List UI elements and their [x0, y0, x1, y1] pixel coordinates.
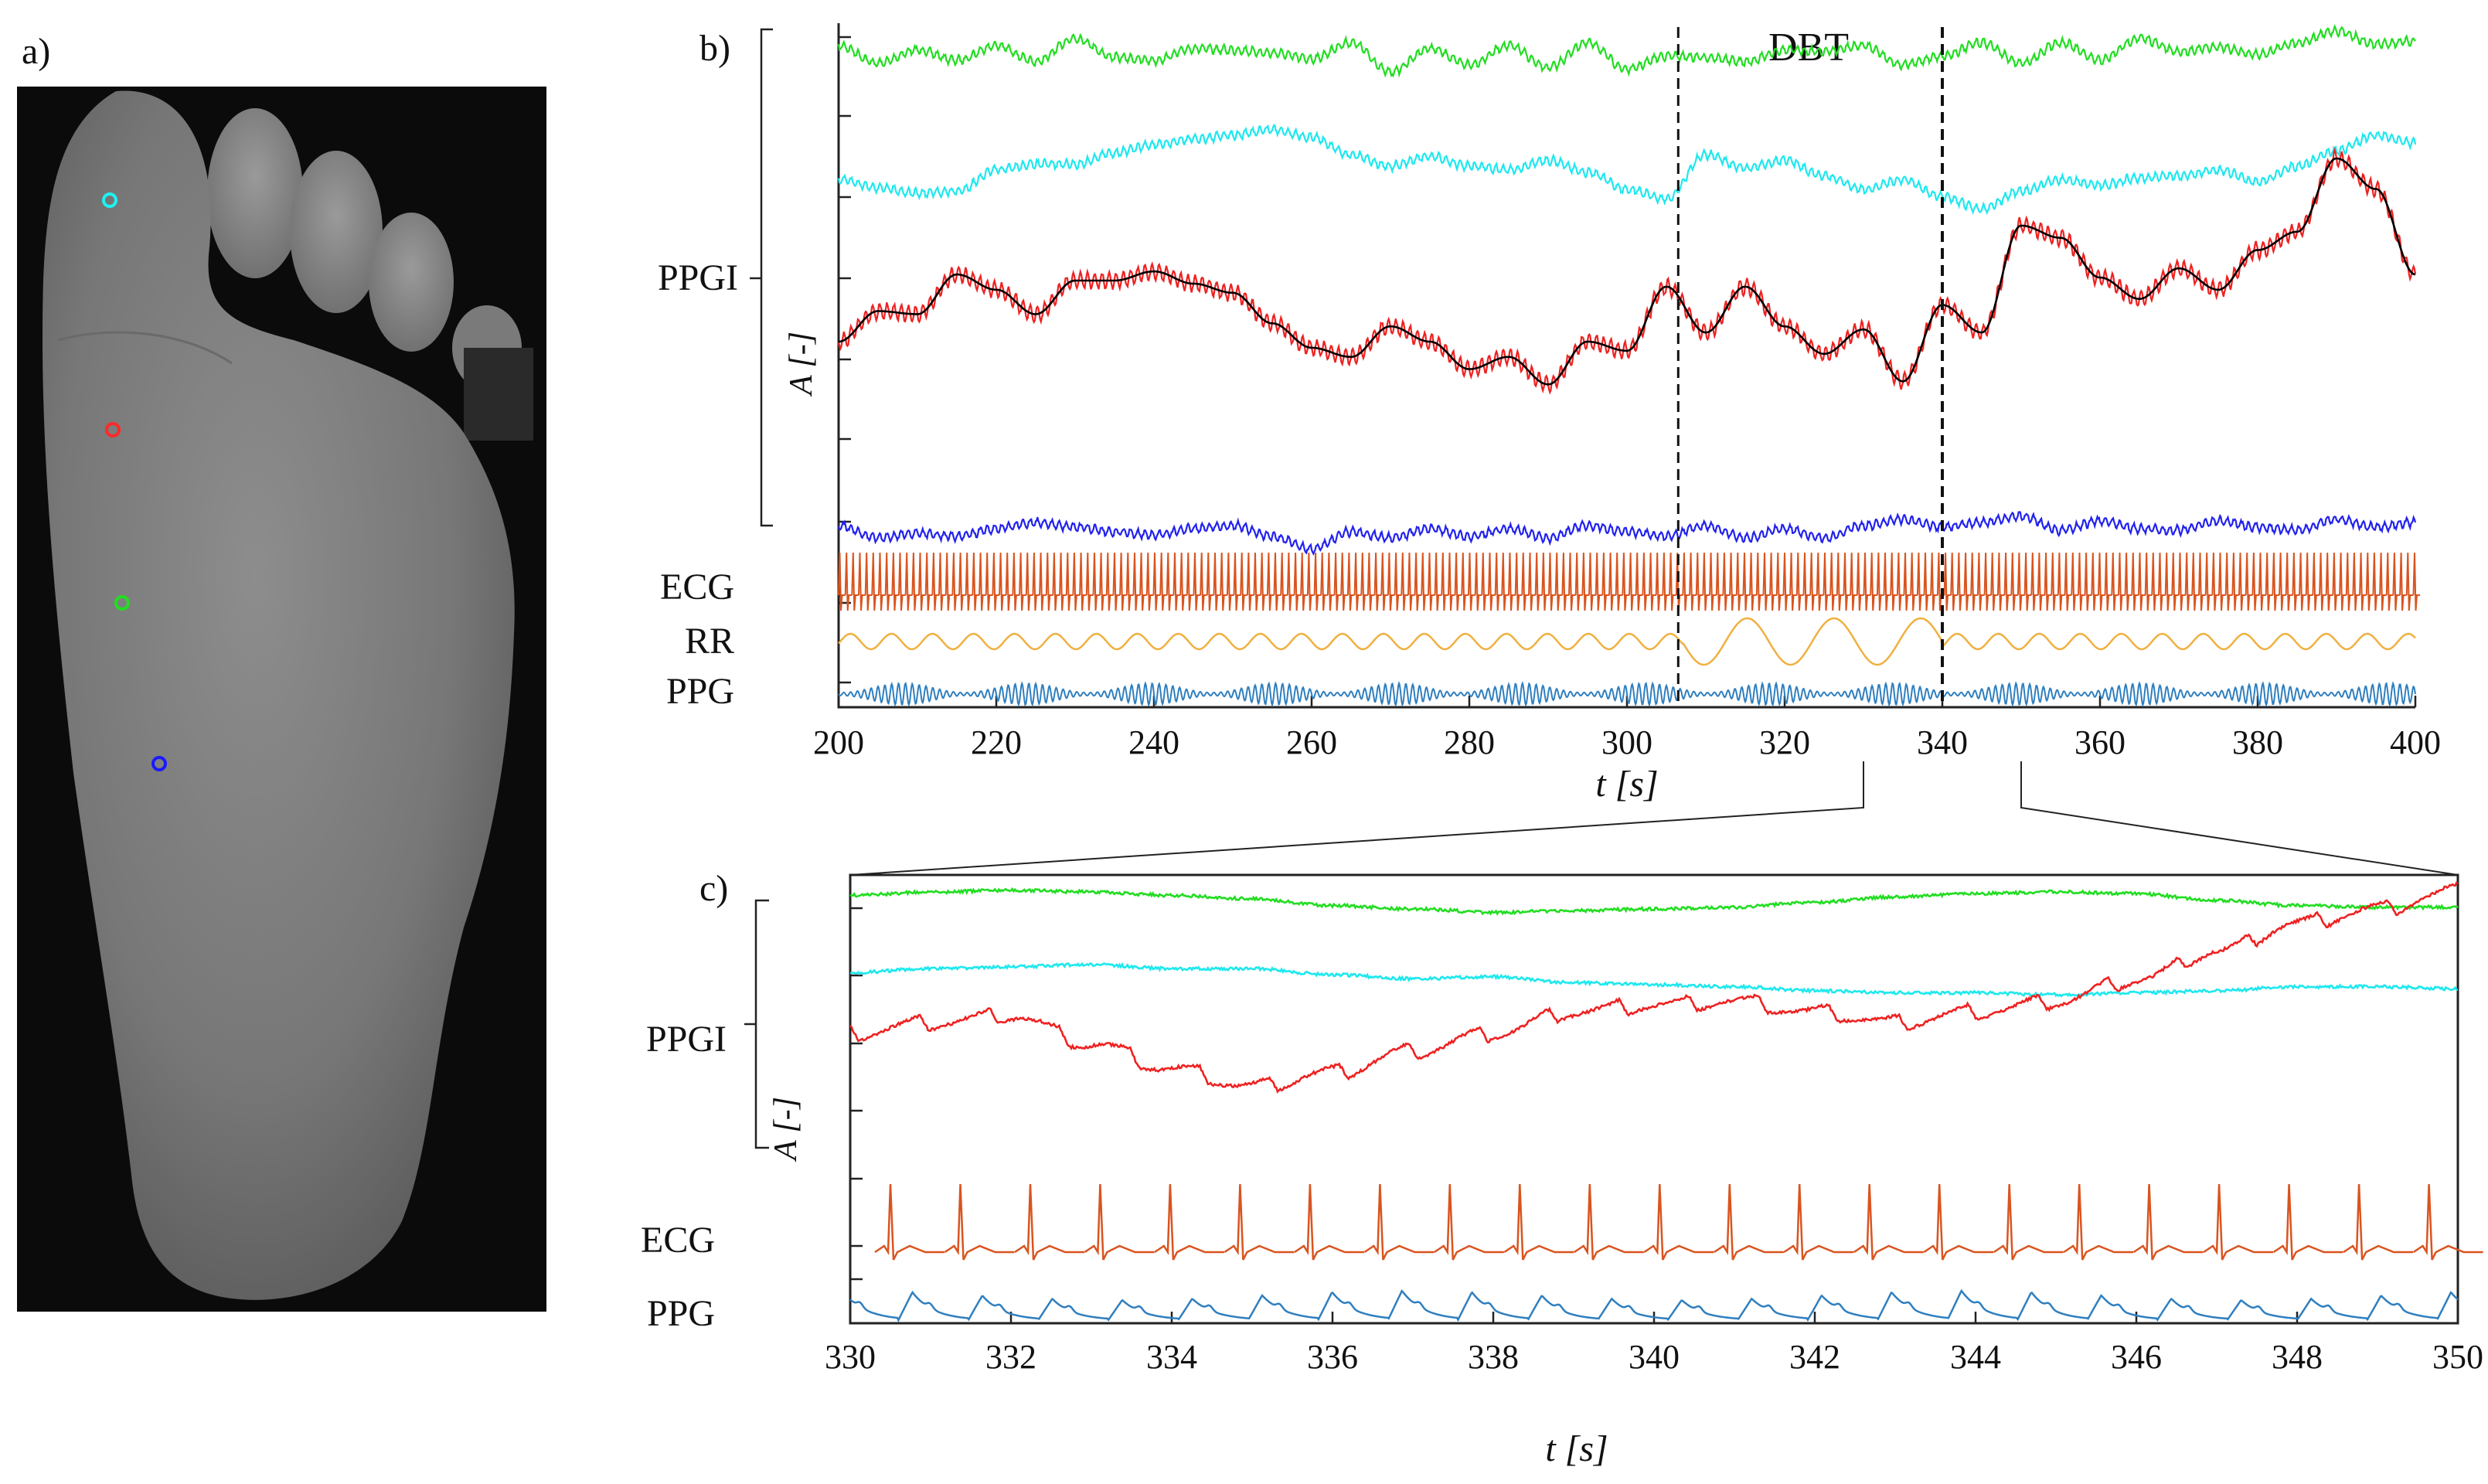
panel-b-series-ppgi-cyan: [837, 124, 2417, 216]
toe-3: [290, 151, 383, 313]
panel-b-series-ppgi-green: [837, 24, 2416, 78]
panel-b-x-tick-label: 300: [1601, 723, 1652, 761]
foot-crease: [57, 331, 233, 365]
panel-b-rr-label: RR: [685, 621, 734, 662]
panel-c-series-ppgi-green: [849, 887, 2459, 916]
panel-c-ylabel: A [-]: [768, 1097, 804, 1162]
panel-b-series-ppgi-red-fit: [839, 157, 2416, 386]
panel-c-x-tick-label: 344: [1950, 1338, 2001, 1376]
panel-c-ppg-trace: [849, 1288, 2459, 1322]
roi-markers: [102, 192, 167, 771]
panel-b-xlabel: t [s]: [1595, 764, 1658, 805]
panel-c-x-tick-label: 342: [1789, 1338, 1840, 1376]
roi-red-marker: [105, 422, 121, 437]
panel-b-x-tick-label: 400: [2390, 723, 2441, 761]
panel-c-ppg-label: PPG: [647, 1293, 715, 1334]
panel-c-y-ticks: [850, 907, 863, 1281]
panel-c-axes: [849, 873, 2459, 1325]
panel-b-x-tick-label: 320: [1759, 723, 1810, 761]
panel-c-x-tick-label: 330: [825, 1338, 876, 1376]
panel-c-x-tick-label: 338: [1468, 1338, 1519, 1376]
panel-b-ppgi-label: PPGI: [658, 257, 738, 298]
toe-support: [464, 348, 533, 441]
toe-4: [369, 213, 454, 352]
panel-b-event-lines: [1676, 27, 1944, 707]
panel-c-x-tick-label: 346: [2111, 1338, 2162, 1376]
panel-b-x-tick-label: 260: [1286, 723, 1337, 761]
toe-2: [207, 108, 303, 278]
panel-c-x-tick-label: 336: [1307, 1338, 1358, 1376]
panel-b-ppg-label: PPG: [666, 671, 734, 712]
foot-sole: [43, 90, 515, 1300]
panel-c-x-tick-label: 348: [2272, 1338, 2323, 1376]
foot-image: [17, 87, 546, 1312]
panel-b-x-tick-label: 240: [1128, 723, 1179, 761]
panel-b-ppg-trace: [838, 680, 2416, 708]
roi-cyan-marker: [102, 192, 117, 208]
roi-green-marker: [114, 595, 130, 611]
panel-b-ppgi-brace: [750, 28, 773, 527]
panel-c-x-ticks: 330 332 334 336 338 340 342 344 346 348 350: [825, 1312, 2483, 1376]
panel-c-ppgi-series: [849, 881, 2459, 1094]
panel-c-ecg-label: ECG: [641, 1220, 715, 1261]
zoom-connector-right: [2020, 761, 2459, 876]
panel-c-x-tick-label: 334: [1146, 1338, 1197, 1376]
panel-b-plot: 200 220 240 260 280 300 320 340 360 380 400: [813, 23, 2441, 761]
panel-b-x-tick-label: 340: [1917, 723, 1968, 761]
panel-c-ppgi-brace: [744, 899, 769, 1149]
panel-b-x-tick-label: 220: [971, 723, 1022, 761]
panel-b-ylabel: A [-]: [784, 332, 819, 397]
panel-c-x-tick-label: 332: [985, 1338, 1036, 1376]
panel-a-label: a): [22, 31, 50, 72]
panel-c-ppgi-label: PPGI: [646, 1019, 727, 1060]
panel-b-rr-trace: [838, 617, 2416, 666]
panel-b-x-tick-label: 280: [1444, 723, 1495, 761]
panel-c-series-ppgi-red: [849, 881, 2459, 1094]
panel-b-label: b): [699, 28, 730, 69]
panel-c-label: c): [699, 868, 728, 909]
panel-c-x-tick-label: 340: [1629, 1338, 1680, 1376]
panel-b-x-tick-label: 200: [813, 723, 864, 761]
panel-c-x-tick-label: 350: [2432, 1338, 2483, 1376]
panel-b-x-tick-label: 380: [2232, 723, 2283, 761]
roi-blue-marker: [151, 756, 167, 771]
panel-c-plot: 330 332 334 336 338 340 342 344 346 348 350: [825, 873, 2483, 1376]
panel-b-x-tick-label: 360: [2074, 723, 2126, 761]
zoom-connector-lines: [849, 761, 2459, 876]
panel-c-series-ppgi-cyan: [849, 962, 2459, 998]
panel-b-ppgi-series: [837, 24, 2417, 556]
zoom-connector-left: [849, 761, 1864, 876]
panel-b-series-ppgi-blue: [837, 511, 2417, 556]
panel-b-ecg-trace: [838, 552, 2421, 611]
panel-c-ecg-trace: [874, 1183, 2483, 1261]
panel-b-ecg-label: ECG: [660, 567, 734, 608]
panel-b-x-ticks: 200 220 240 260 280 300 320 340 360 380 400: [813, 696, 2441, 761]
panel-b-series-ppgi-red: [837, 147, 2417, 395]
panel-c-xlabel: t [s]: [1545, 1428, 1608, 1469]
panel-b-annotation: DBT: [1768, 26, 1849, 70]
